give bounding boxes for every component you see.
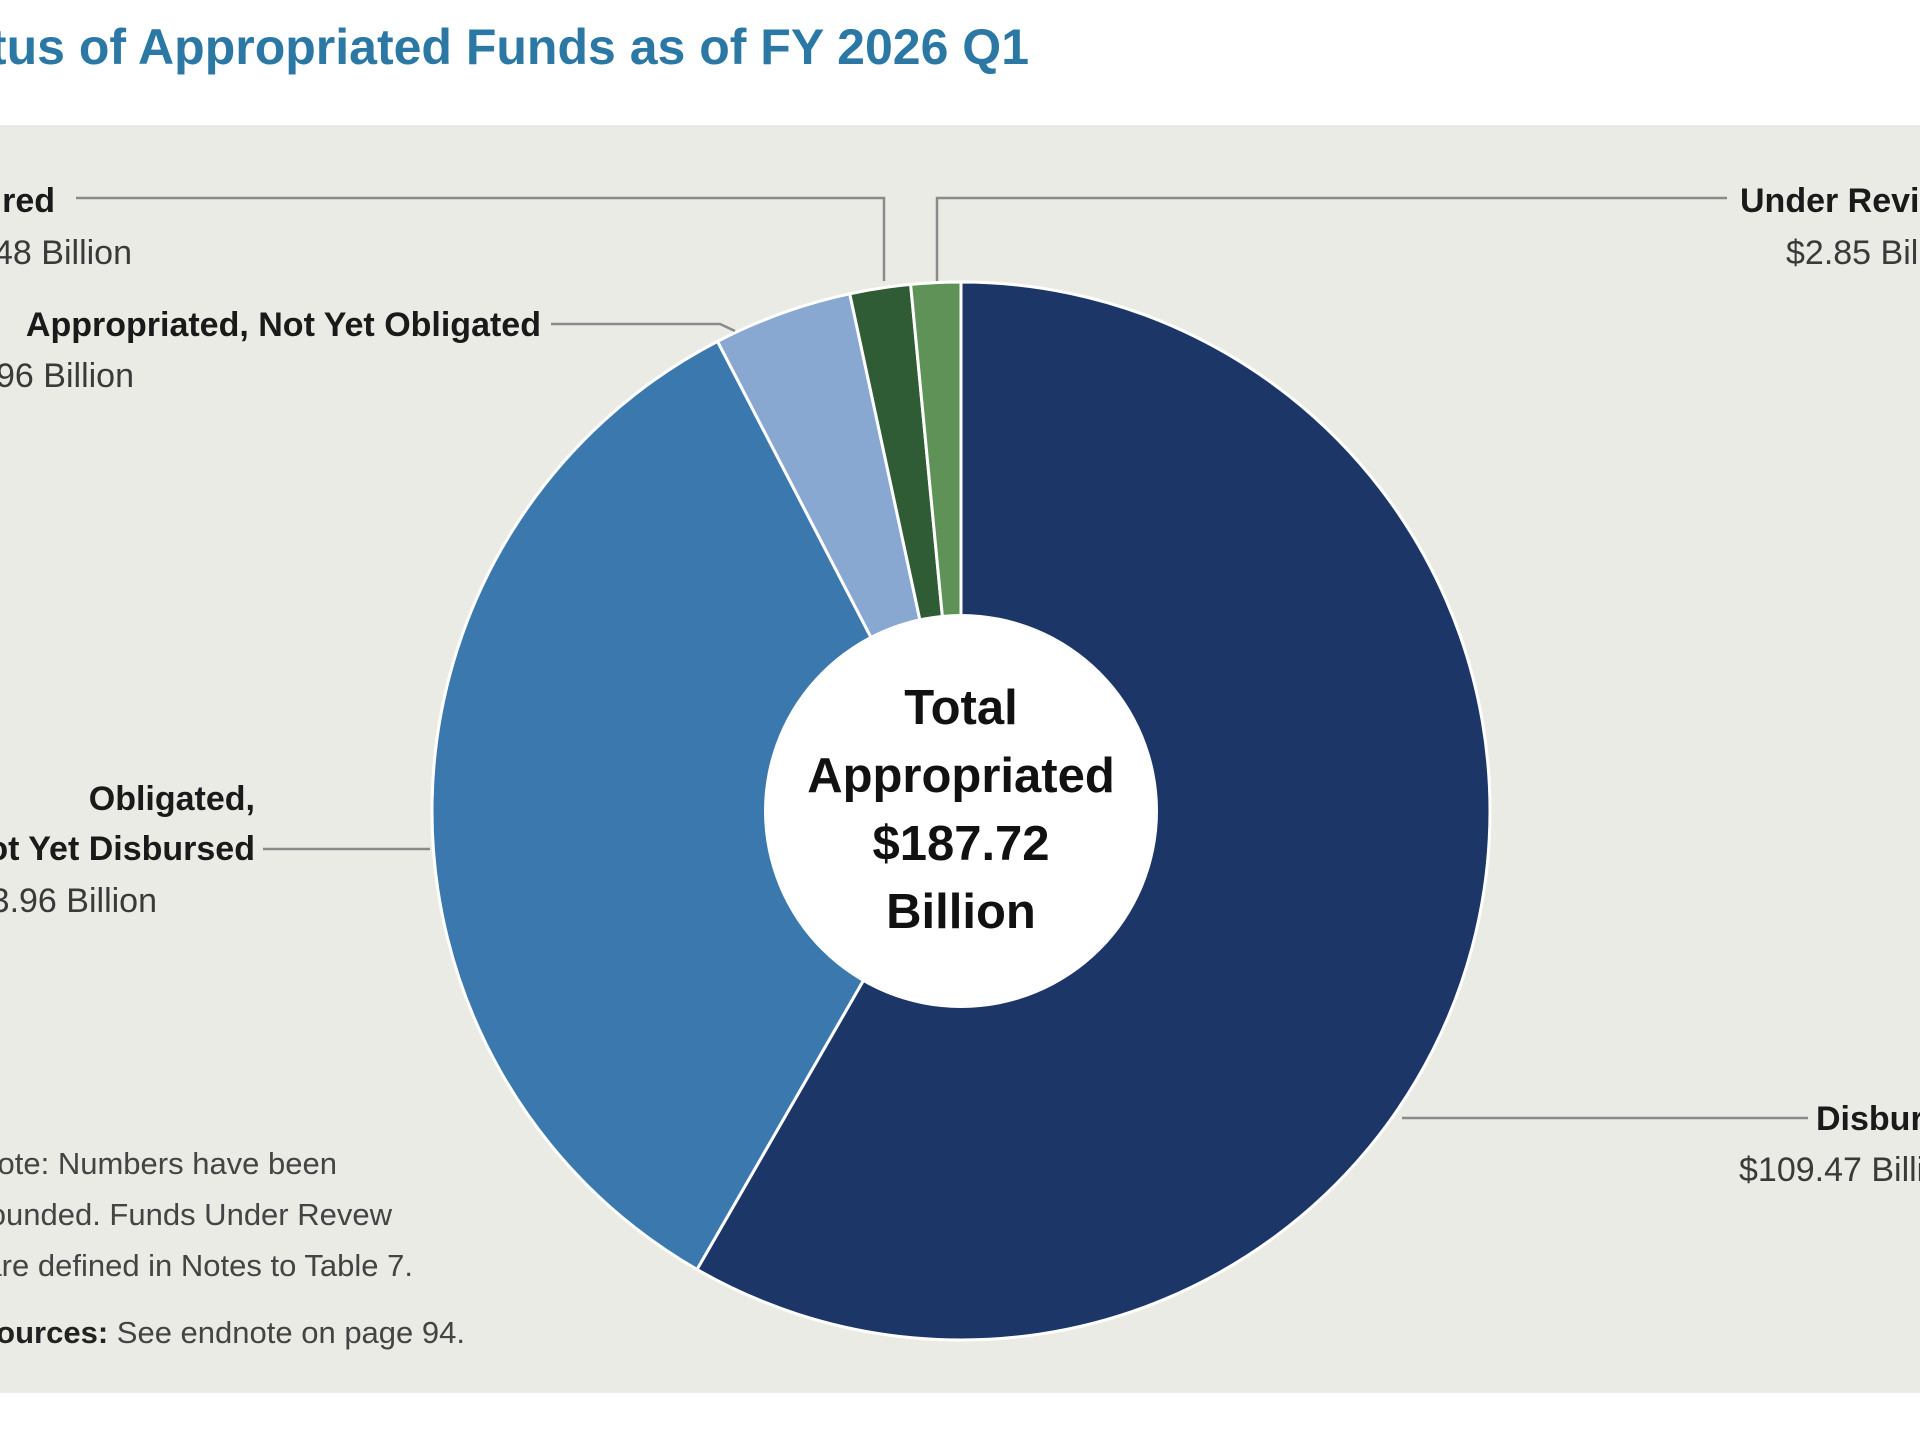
center-label-line2: Appropriated bbox=[807, 749, 1115, 803]
sources-text: See endnote on page 94. bbox=[108, 1315, 465, 1350]
leader-line-not-yet-obligated bbox=[551, 322, 736, 333]
center-label-line4: Billion bbox=[886, 885, 1036, 939]
label-expired: Expired bbox=[0, 182, 55, 220]
chart-title: Status of Appropriated Funds as of FY 20… bbox=[0, 19, 1029, 75]
leader-line-under-review bbox=[935, 196, 1727, 281]
label-not-yet-obligated: Appropriated, Not Yet Obligated bbox=[25, 306, 541, 344]
label-obligated-line1: Obligated, bbox=[88, 780, 255, 818]
note-line3: are defined in Notes to Table 7. bbox=[0, 1248, 413, 1283]
center-label-line1: Total bbox=[904, 681, 1018, 735]
label-under-review: Under Review bbox=[1740, 182, 1920, 220]
sources-line: Sources: See endnote on page 94. bbox=[0, 1317, 465, 1348]
slice-obligated-not-disbursed bbox=[430, 339, 963, 1272]
value-expired: $3.48 Billion bbox=[0, 234, 132, 272]
note-line1: Note: Numbers have been bbox=[0, 1146, 337, 1181]
sources-label: Sources: bbox=[0, 1315, 109, 1350]
label-disbursed: Disbursed bbox=[1816, 1100, 1920, 1138]
value-not-yet-obligated: $7.96 Billion bbox=[0, 357, 134, 395]
label-obligated-line2: Not Yet Disbursed bbox=[0, 830, 255, 868]
center-label-line3: $187.72 bbox=[872, 817, 1050, 871]
note-line2: rounded. Funds Under Revew bbox=[0, 1197, 392, 1232]
value-under-review: $2.85 Billion bbox=[1786, 234, 1920, 272]
value-obligated: $63.96 Billion bbox=[0, 882, 157, 920]
value-disbursed: $109.47 Billion bbox=[1739, 1151, 1920, 1189]
leader-line-expired bbox=[76, 196, 886, 281]
donut-hole bbox=[764, 614, 1158, 1008]
